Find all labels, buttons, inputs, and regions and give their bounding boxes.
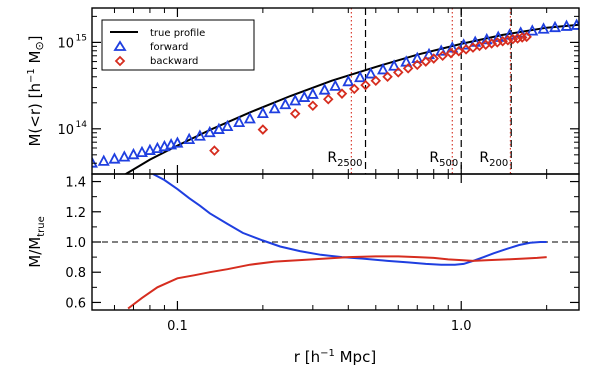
legend-diamond-marker bbox=[114, 55, 126, 67]
forward-point bbox=[354, 70, 367, 83]
backward-point bbox=[402, 63, 414, 74]
forward-point bbox=[549, 20, 561, 33]
backward-point bbox=[392, 67, 404, 78]
top-y-tick-exponent: 15 bbox=[76, 33, 87, 43]
bottom-panel: 0.6 0.8 1.0 1.2 1.4 0.1 1.0 M/Mtrue r [h−1 Mpc… bbox=[26, 173, 580, 366]
forward-point bbox=[279, 97, 292, 110]
backward-point bbox=[360, 79, 371, 91]
legend: true profile forward backward bbox=[101, 19, 255, 71]
backward-point bbox=[512, 33, 523, 44]
backward-point bbox=[502, 34, 514, 46]
bottom-y-tick-label: 1.2 bbox=[65, 206, 86, 221]
ratio-line-forward bbox=[152, 174, 547, 266]
x-axis-title: r [h−1 Mpc] bbox=[294, 348, 376, 366]
backward-point bbox=[445, 47, 457, 59]
bottom-series-layer bbox=[127, 174, 547, 310]
forward-point bbox=[388, 59, 401, 71]
legend-triangle-marker bbox=[113, 40, 127, 51]
forward-point bbox=[151, 141, 164, 154]
radius-labels: R2500 R500 R200 bbox=[327, 150, 508, 169]
x-tick-label: 0.1 bbox=[167, 319, 188, 334]
forward-point bbox=[118, 150, 131, 162]
forward-point bbox=[318, 83, 331, 95]
legend-label-backward: backward bbox=[150, 56, 198, 67]
backward-point bbox=[289, 108, 301, 119]
backward-point bbox=[257, 124, 269, 135]
backward-point bbox=[411, 59, 423, 71]
legend-box bbox=[101, 19, 255, 71]
top-y-tick-label: 10 bbox=[57, 123, 74, 138]
backward-point bbox=[209, 145, 220, 156]
top-y-axis-title: M(<r) [h−1 M⊙] bbox=[26, 35, 46, 146]
forward-point bbox=[221, 119, 234, 132]
bottom-y-tick-label: 0.8 bbox=[65, 266, 86, 281]
forward-point bbox=[268, 101, 281, 114]
legend-entry-backward: backward bbox=[114, 55, 198, 67]
forward-point bbox=[289, 94, 302, 106]
forward-point bbox=[306, 87, 319, 99]
forward-point bbox=[256, 106, 269, 118]
forward-point bbox=[435, 44, 448, 56]
forward-point bbox=[376, 63, 389, 75]
radius-label-r200: R200 bbox=[479, 150, 508, 169]
forward-point bbox=[560, 19, 573, 31]
forward-point bbox=[342, 74, 355, 87]
forward-point bbox=[92, 156, 98, 168]
forward-point bbox=[97, 154, 110, 166]
forward-point bbox=[158, 139, 171, 152]
forward-point bbox=[108, 152, 121, 164]
bottom-y-tick-label: 0.6 bbox=[65, 296, 86, 311]
radius-label-r2500: R2500 bbox=[327, 150, 362, 169]
legend-label-true-profile: true profile bbox=[150, 28, 205, 39]
top-series-layer bbox=[92, 18, 579, 174]
forward-point bbox=[135, 145, 148, 158]
forward-point bbox=[329, 79, 342, 91]
x-tick-label: 1.0 bbox=[451, 319, 472, 334]
backward-point bbox=[521, 31, 532, 43]
forward-point bbox=[537, 22, 550, 34]
backward-point bbox=[516, 32, 528, 43]
legend-entry-true-profile: true profile bbox=[110, 28, 205, 39]
backward-point bbox=[420, 56, 432, 67]
backward-point bbox=[349, 83, 360, 95]
forward-point bbox=[212, 122, 225, 134]
forward-point bbox=[127, 147, 140, 160]
ratio-line-backward bbox=[127, 255, 547, 310]
bottom-ticks: 0.6 0.8 1.0 1.2 1.4 0.1 1.0 bbox=[65, 174, 579, 334]
backward-point bbox=[322, 93, 334, 105]
forward-point bbox=[364, 67, 377, 79]
bottom-y-axis-title: M/Mtrue bbox=[26, 216, 47, 267]
forward-point bbox=[183, 132, 196, 145]
backward-point bbox=[307, 100, 319, 111]
forward-point bbox=[233, 115, 246, 127]
radius-label-r500: R500 bbox=[429, 150, 458, 169]
forward-point bbox=[298, 90, 311, 102]
bottom-y-tick-label: 1.4 bbox=[65, 176, 86, 191]
legend-entry-forward: forward bbox=[113, 40, 188, 53]
backward-point bbox=[336, 88, 348, 99]
series-true-profile-line bbox=[123, 23, 579, 174]
forward-point bbox=[526, 24, 539, 36]
backward-point bbox=[428, 53, 440, 64]
forward-point bbox=[193, 129, 206, 141]
backward-point bbox=[437, 50, 448, 62]
forward-point bbox=[171, 136, 184, 148]
backward-point bbox=[382, 71, 393, 83]
legend-label-forward: forward bbox=[150, 42, 188, 53]
backward-point bbox=[370, 75, 382, 87]
top-y-tick-exponent: 14 bbox=[76, 120, 88, 130]
forward-point bbox=[143, 143, 156, 155]
forward-point bbox=[243, 112, 256, 124]
forward-point bbox=[203, 125, 216, 138]
bottom-y-tick-label: 1.0 bbox=[65, 236, 86, 251]
top-y-tick-label: 10 bbox=[57, 36, 74, 51]
